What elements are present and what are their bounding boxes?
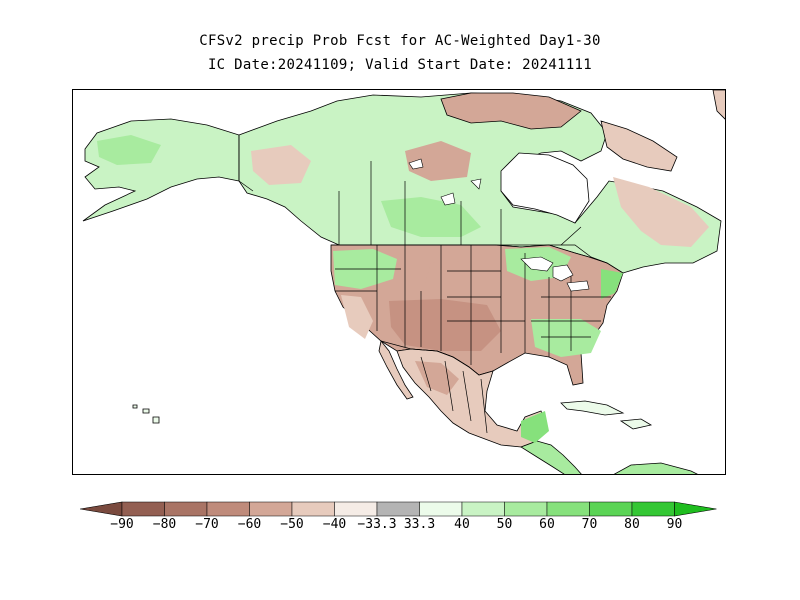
legend-color-cell xyxy=(249,501,293,517)
legend-tick-label: −33.3 xyxy=(357,517,397,532)
hudson-bay xyxy=(500,152,590,224)
legend-color-cell xyxy=(376,501,420,517)
baffin-island xyxy=(600,120,678,172)
hawaii-islands xyxy=(132,404,160,424)
canadian-lakes xyxy=(408,158,482,206)
legend-tick-label: 60 xyxy=(539,517,555,532)
legend-arrow-right xyxy=(674,501,717,517)
legend-color-cell xyxy=(419,501,463,517)
legend-color-cell xyxy=(334,501,378,517)
legend-arrow-left xyxy=(80,501,123,517)
legend-color-cell xyxy=(504,501,548,517)
mexico-state-lines xyxy=(420,356,488,434)
legend-tick-label: 33.3 xyxy=(403,517,436,532)
wet-region-quebec xyxy=(605,211,661,257)
dry-region-yukon xyxy=(251,145,311,185)
precip-probability-patches xyxy=(97,135,709,443)
legend-tick-label: 90 xyxy=(666,517,683,532)
north-america-map xyxy=(82,90,725,474)
legend-color-cell xyxy=(546,501,590,517)
us-mexico-border xyxy=(380,340,480,376)
legend-tick-label: 80 xyxy=(624,517,640,532)
alaska-canada-border xyxy=(238,135,254,192)
dry-region-labrador xyxy=(613,177,709,247)
map-panel xyxy=(72,89,726,475)
legend-tick-label: −60 xyxy=(237,517,262,532)
wet-region-southeast xyxy=(531,319,601,357)
lakes xyxy=(408,158,590,292)
legend-tick-label: 50 xyxy=(496,517,513,532)
dry-region-northern-canada xyxy=(405,141,471,181)
dry-region-california xyxy=(341,295,373,339)
legend-color-cell xyxy=(589,501,633,517)
legend-tick-label: 70 xyxy=(581,517,598,532)
greenland-edge xyxy=(712,90,725,120)
legend-tick-label: 40 xyxy=(454,517,470,532)
dry-region-plains xyxy=(425,261,501,297)
arctic-islands xyxy=(440,92,582,130)
cuba xyxy=(560,400,625,416)
central-america xyxy=(520,440,582,474)
legend-color-cell xyxy=(121,501,165,517)
legend-tick-label: −70 xyxy=(195,517,219,532)
legend-tick-label: −50 xyxy=(280,517,304,532)
wet-region-northeast xyxy=(601,269,623,299)
legend-color-cell xyxy=(206,501,250,517)
us-canada-border xyxy=(331,244,608,264)
dry-region-southwest xyxy=(389,299,501,351)
legend-color-cell xyxy=(164,501,208,517)
legend-tick-label: −40 xyxy=(322,517,347,532)
political-boundaries xyxy=(238,135,611,434)
baja-california xyxy=(378,340,414,400)
legend-tick-label: −90 xyxy=(110,517,134,532)
wet-region-alaska xyxy=(97,135,161,165)
great-lakes xyxy=(520,256,590,292)
hispaniola xyxy=(619,418,653,430)
legend-color-cell xyxy=(461,501,505,517)
wet-region-guatemala xyxy=(521,411,549,443)
legend-tick-label: −80 xyxy=(152,517,177,532)
wet-region-canada-east xyxy=(381,197,481,237)
map-subtitle: IC Date:20241109; Valid Start Date: 2024… xyxy=(207,57,593,73)
alaska-land xyxy=(82,118,240,222)
legend-color-cell xyxy=(291,501,335,517)
canada-province-lines xyxy=(338,161,582,246)
map-title: CFSv2 precip Prob Fcst for AC-Weighted D… xyxy=(199,33,601,49)
land-areas xyxy=(82,90,725,474)
dry-region-mexico-coast xyxy=(415,361,459,395)
color-scale-legend xyxy=(80,501,717,517)
us-state-lines xyxy=(335,245,611,365)
legend-color-cell xyxy=(631,501,675,517)
south-america-edge xyxy=(613,462,698,474)
